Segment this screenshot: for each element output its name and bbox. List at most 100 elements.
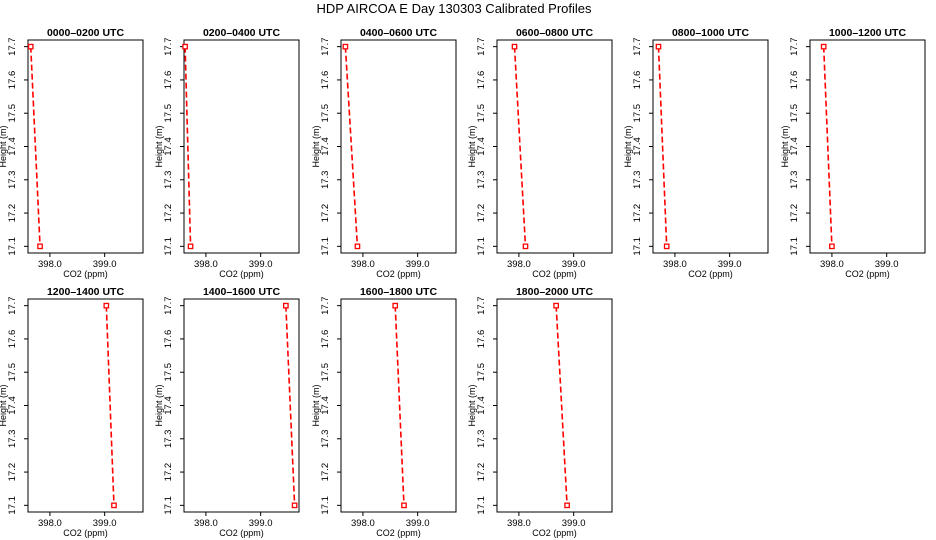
series-line <box>394 305 405 506</box>
data-point <box>392 302 399 309</box>
x-tick-label: 398.0 <box>663 259 687 270</box>
y-tick-label: 17.1 <box>7 237 18 256</box>
plot-frame <box>183 39 300 254</box>
plot-frame <box>183 298 300 513</box>
series-line <box>184 46 192 247</box>
plot-frame <box>496 298 613 513</box>
y-tick-label: 17.3 <box>476 430 487 449</box>
y-tick-label: 17.4 <box>7 396 18 415</box>
panel-title: 0800–1000 UTC <box>672 27 749 39</box>
y-tick-label: 17.7 <box>320 37 331 56</box>
x-axis-label: CO2 (ppm) <box>219 528 264 538</box>
x-tick-label: 398.0 <box>194 518 218 529</box>
data-point <box>401 502 407 509</box>
y-tick-label: 17.7 <box>476 296 487 315</box>
y-tick-label: 17.6 <box>7 330 18 349</box>
x-axis-label: CO2 (ppm) <box>63 528 108 538</box>
y-tick-label: 17.1 <box>163 237 174 256</box>
y-tick-label: 17.1 <box>320 237 331 256</box>
series-line <box>657 46 668 247</box>
y-tick-label: 17.3 <box>632 171 643 190</box>
y-tick-label: 17.3 <box>476 171 487 190</box>
x-tick-label: 398.0 <box>351 259 375 270</box>
y-tick-label: 17.7 <box>632 37 643 56</box>
x-axis-label: CO2 (ppm) <box>376 528 421 538</box>
y-tick-label: 17.6 <box>163 330 174 349</box>
panel-title: 0200–0400 UTC <box>203 27 280 39</box>
data-point <box>655 43 662 50</box>
y-tick-label: 17.5 <box>789 104 800 123</box>
x-tick-label: 399.0 <box>93 259 117 270</box>
data-point <box>182 43 188 50</box>
y-tick-label: 17.2 <box>632 204 643 223</box>
series-line <box>29 46 41 247</box>
panel-1: 0000–0200 UTC 17.1 17.2 17.3 17.4 17.5 17.6 17.… <box>0 27 144 279</box>
panel-5: 0800–1000 UTC 17.1 17.2 17.3 17.4 17.5 17.6 17.… <box>623 27 769 279</box>
y-tick-label: 17.5 <box>476 104 487 123</box>
y-tick-label: 17.5 <box>476 363 487 382</box>
y-axis-label: Height (m) <box>623 125 633 167</box>
y-tick-label: 17.1 <box>163 496 174 515</box>
y-tick-label: 17.2 <box>476 463 487 482</box>
panel-title: 0600–0800 UTC <box>516 27 593 39</box>
data-point <box>342 43 349 50</box>
y-tick-label: 17.4 <box>476 137 487 156</box>
series-line <box>105 305 115 506</box>
x-axis-label: CO2 (ppm) <box>845 269 890 279</box>
series-line <box>555 305 568 506</box>
y-tick-label: 17.7 <box>7 37 18 56</box>
panel-7: 1200–1400 UTC 17.1 17.2 17.3 17.4 17.5 17.6 17.… <box>0 286 144 538</box>
x-tick-label: 399.0 <box>249 518 273 529</box>
y-tick-label: 17.1 <box>476 237 487 256</box>
y-tick-label: 17.1 <box>7 496 18 515</box>
panel-title: 1600–1800 UTC <box>360 286 437 298</box>
x-tick-label: 398.0 <box>820 259 844 270</box>
x-tick-label: 399.0 <box>718 259 742 270</box>
y-tick-label: 17.5 <box>320 104 331 123</box>
panel-4: 0600–0800 UTC 17.1 17.2 17.3 17.4 17.5 17.6 17.… <box>467 27 613 279</box>
y-tick-label: 17.2 <box>320 204 331 223</box>
y-tick-label: 17.2 <box>476 204 487 223</box>
y-tick-label: 17.3 <box>163 430 174 449</box>
x-tick-label: 398.0 <box>507 259 531 270</box>
x-tick-label: 398.0 <box>351 518 375 529</box>
x-axis-label: CO2 (ppm) <box>532 528 577 538</box>
panel-9: 1600–1800 UTC 17.1 17.2 17.3 17.4 17.5 17.6 17.… <box>311 286 457 538</box>
series-line <box>344 46 359 247</box>
x-axis-label: CO2 (ppm) <box>219 269 264 279</box>
data-point <box>283 302 289 309</box>
y-tick-label: 17.6 <box>476 71 487 90</box>
panel-2: 0200–0400 UTC 17.1 17.2 17.3 17.4 17.5 17.6 17.… <box>154 27 300 279</box>
x-axis-label: CO2 (ppm) <box>63 269 108 279</box>
y-tick-label: 17.6 <box>163 71 174 90</box>
plot-frame <box>652 39 769 254</box>
data-point <box>829 243 835 250</box>
y-axis-label: Height (m) <box>0 125 8 167</box>
y-tick-label: 17.4 <box>320 137 331 156</box>
data-point <box>820 43 827 50</box>
y-tick-label: 17.3 <box>789 171 800 190</box>
y-tick-label: 17.3 <box>7 430 18 449</box>
data-point <box>291 502 298 509</box>
y-tick-label: 17.6 <box>632 71 643 90</box>
y-tick-label: 17.2 <box>163 463 174 482</box>
y-axis-label: Height (m) <box>467 125 477 167</box>
y-axis-label: Height (m) <box>311 384 321 426</box>
panel-title: 0400–0600 UTC <box>360 27 437 39</box>
data-point <box>103 302 110 309</box>
panel-title: 0000–0200 UTC <box>47 27 124 39</box>
y-tick-label: 17.7 <box>476 37 487 56</box>
series-line <box>285 305 296 506</box>
y-tick-label: 17.2 <box>163 204 174 223</box>
y-tick-label: 17.7 <box>789 37 800 56</box>
y-tick-label: 17.7 <box>163 296 174 315</box>
x-tick-label: 398.0 <box>507 518 531 529</box>
y-tick-label: 17.5 <box>7 104 18 123</box>
x-tick-label: 398.0 <box>194 259 218 270</box>
data-point <box>553 302 559 309</box>
panel-title: 1400–1600 UTC <box>203 286 280 298</box>
data-point <box>522 243 529 250</box>
panel-8: 1400–1600 UTC 17.1 17.2 17.3 17.4 17.5 17.6 17.… <box>154 286 300 538</box>
series-line <box>822 46 833 247</box>
